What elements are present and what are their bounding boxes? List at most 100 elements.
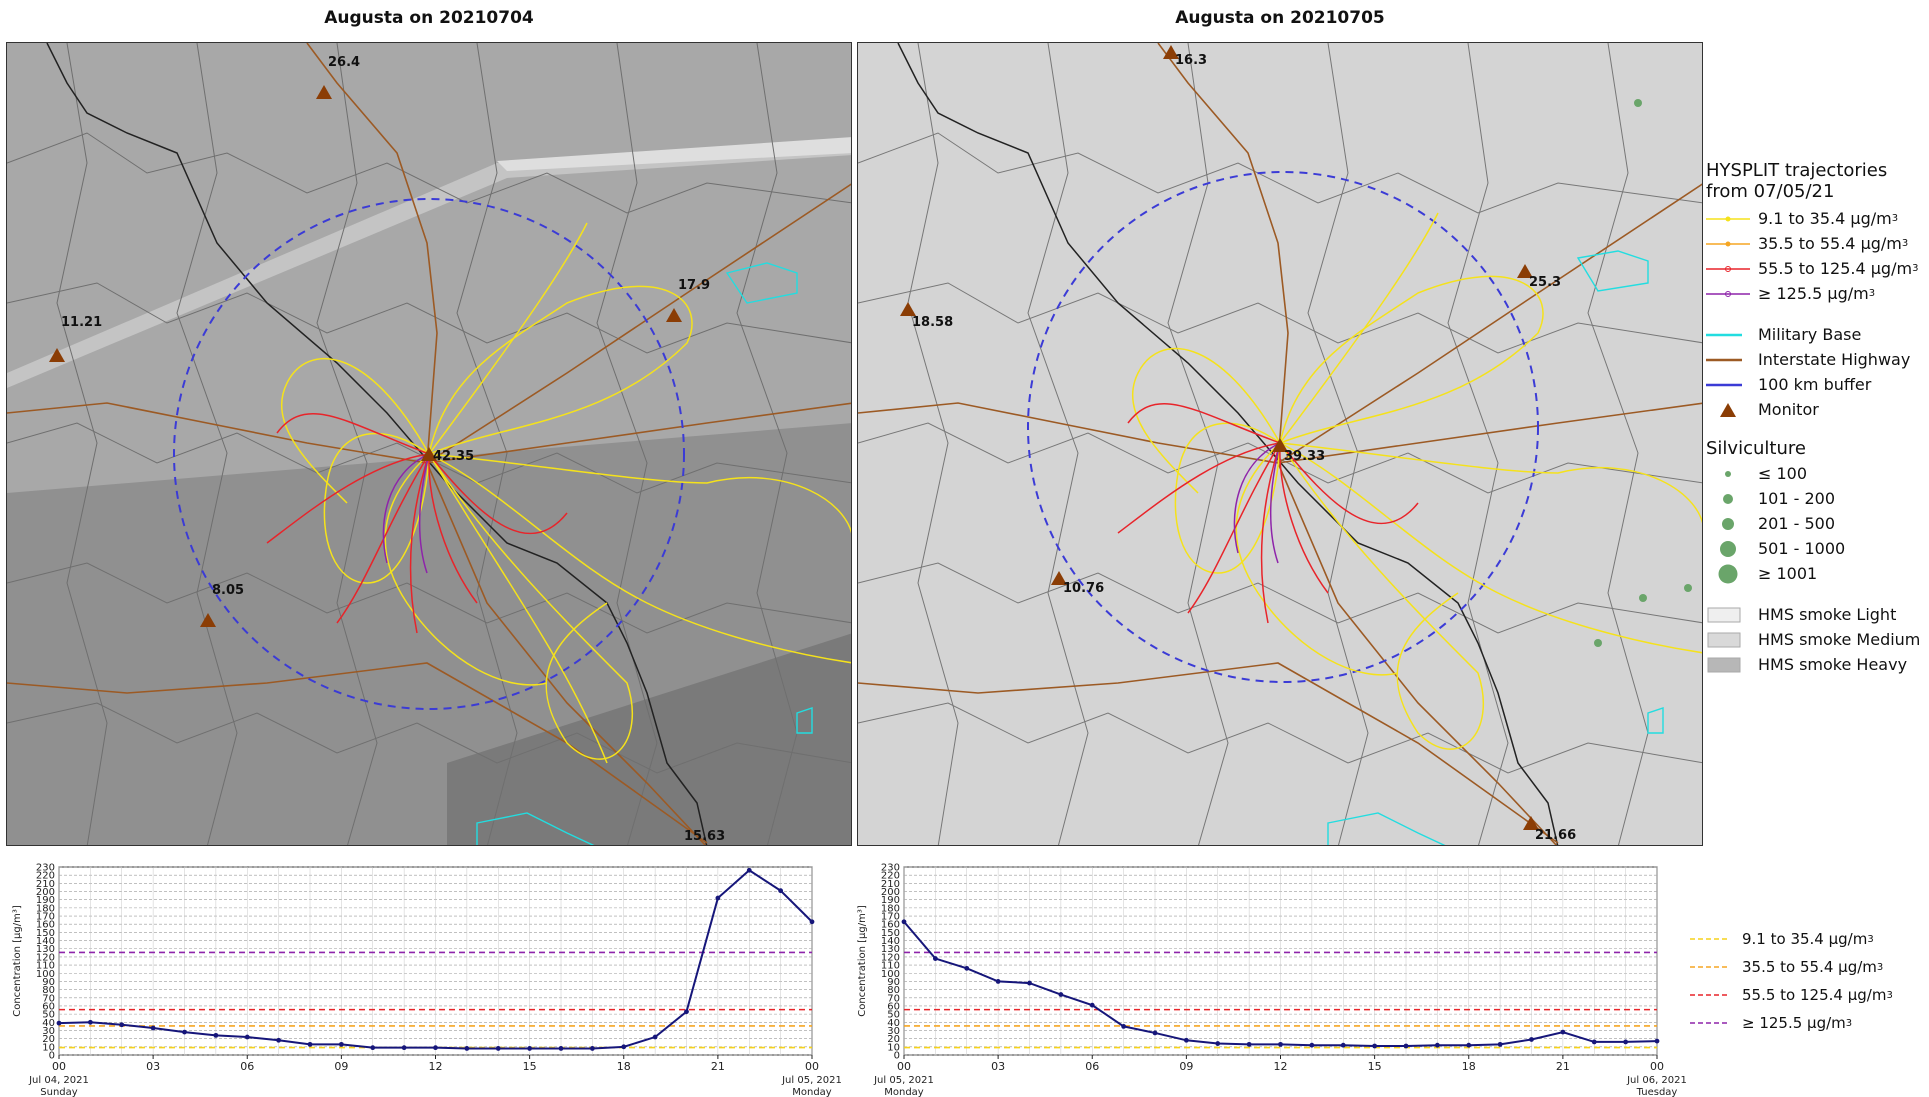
legend-label: ≥ 1001 [1758, 564, 1818, 583]
y-tick-label: 220 [881, 871, 900, 882]
monitor-marker [1272, 438, 1288, 452]
x-tick-label: 03 [991, 1060, 1005, 1073]
map-panel-20210705[interactable]: 16.3 25.3 18.58 39.33 10.76 21.66 [857, 42, 1703, 846]
y-tick-label: 0 [894, 1051, 900, 1062]
x-tick-label: 21 [711, 1060, 725, 1073]
monitor-icon [1706, 400, 1750, 420]
data-point [652, 1034, 658, 1040]
monitor-marker [1051, 571, 1067, 585]
monitor-label: 8.05 [212, 583, 245, 598]
y-tick-label: 160 [881, 920, 900, 931]
buffer-100km [173, 198, 685, 710]
x-tick-label: 00 [897, 1060, 911, 1073]
y-axis-label: Concentration [µg/m³] [857, 905, 868, 1017]
legend-label: HMS smoke Light [1758, 605, 1897, 624]
legend-label: ≥ 125.5 µg/m [1742, 1014, 1846, 1032]
y-tick-label: 100 [36, 969, 55, 980]
y-tick-label: 20 [42, 1034, 55, 1045]
legend-item: Interstate Highway [1706, 347, 1926, 372]
data-point [1654, 1038, 1660, 1044]
data-point [1372, 1043, 1378, 1049]
map-panel-20210704[interactable]: 26.4 17.9 11.21 42.35 8.05 15.63 [6, 42, 852, 846]
concentration-chart-20210705: 0102030405060708090100110120130140150160… [857, 863, 1687, 1097]
legend-item: 35.5 to 55.4 µg/m 3 [1690, 958, 1884, 976]
data-point [495, 1046, 501, 1051]
x-start-day: Monday [884, 1087, 924, 1097]
legend-label: 9.1 to 35.4 µg/m [1758, 209, 1892, 228]
data-point [1309, 1042, 1315, 1048]
x-tick-label: 12 [429, 1060, 443, 1073]
monitor-label: 15.63 [684, 829, 726, 844]
legend-label: 101 - 200 [1758, 489, 1836, 508]
y-tick-label: 50 [887, 1010, 900, 1021]
legend-item: ≤ 100 [1706, 461, 1926, 486]
legend-label: 9.1 to 35.4 µg/m [1742, 930, 1868, 948]
y-tick-label: 100 [881, 969, 900, 980]
y-tick-label: 0 [49, 1051, 55, 1062]
x-start-day: Sunday [40, 1087, 77, 1097]
map-canvas [7, 43, 851, 845]
data-point [1058, 992, 1064, 997]
x-tick-label: 15 [1368, 1060, 1382, 1073]
data-point [276, 1037, 282, 1043]
data-point [589, 1046, 595, 1051]
hms-smoke-light-strip [497, 137, 851, 171]
data-point [1183, 1037, 1189, 1043]
x-tick-label: 00 [805, 1060, 819, 1073]
x-tick-label: 06 [240, 1060, 254, 1073]
x-start-date: Jul 05, 2021 [873, 1075, 934, 1086]
data-point [1152, 1030, 1158, 1036]
monitor-marker [1517, 264, 1533, 278]
data-point [119, 1022, 125, 1028]
map-title: Augusta on 20210705 [1175, 8, 1385, 28]
traj-swatch [1706, 209, 1750, 229]
legend-item: 201 - 500 [1706, 511, 1926, 536]
data-point [370, 1045, 376, 1051]
silviculture-points [1594, 99, 1692, 647]
monitor-label: 26.4 [328, 55, 361, 70]
y-tick-label: 170 [881, 912, 900, 923]
monitors [900, 45, 1539, 830]
legend-label: ≥ 125.5 µg/m [1758, 284, 1869, 303]
x-tick-label: 21 [1556, 1060, 1570, 1073]
data-point [558, 1046, 564, 1051]
y-tick-label: 10 [887, 1042, 900, 1053]
interstate-highways [7, 43, 851, 845]
data-point [1403, 1043, 1409, 1049]
y-tick-label: 140 [36, 936, 55, 947]
data-point [150, 1025, 156, 1031]
x-tick-label: 06 [1085, 1060, 1099, 1073]
y-tick-label: 70 [42, 993, 55, 1004]
legend-item: Military Base [1706, 322, 1926, 347]
legend-label: ≤ 100 [1758, 464, 1808, 483]
trajectories [1117, 212, 1702, 750]
monitor-label: 42.35 [433, 449, 475, 464]
legend-label: 55.5 to 125.4 µg/m [1758, 259, 1913, 278]
traj-swatch [1706, 234, 1750, 254]
legend-label: HMS smoke Medium [1758, 630, 1921, 649]
monitor-label: 16.3 [1175, 53, 1208, 68]
legend-item: 101 - 200 [1706, 486, 1926, 511]
military-bases [1327, 250, 1664, 845]
data-point [621, 1044, 627, 1050]
data-point [995, 979, 1001, 984]
x-tick-label: 00 [1650, 1060, 1664, 1073]
data-point [213, 1032, 219, 1038]
interstate-highways [858, 43, 1702, 845]
data-point [182, 1029, 187, 1035]
y-tick-label: 60 [42, 1001, 55, 1012]
monitor-marker [49, 348, 65, 362]
monitor-label: 10.76 [1063, 581, 1105, 596]
data-point [1089, 1002, 1095, 1008]
data-point [464, 1046, 470, 1051]
data-point [1560, 1029, 1566, 1035]
data-point [1027, 980, 1032, 986]
x-end-day: Monday [792, 1087, 832, 1097]
data-point [1434, 1042, 1440, 1048]
y-tick-label: 190 [881, 895, 900, 906]
legend-label: Monitor [1758, 400, 1819, 419]
monitor-marker [200, 613, 216, 627]
monitor-marker [1163, 45, 1179, 59]
legend-item: 35.5 to 55.4 µg/m 3 [1706, 231, 1926, 256]
monitors [49, 85, 682, 627]
